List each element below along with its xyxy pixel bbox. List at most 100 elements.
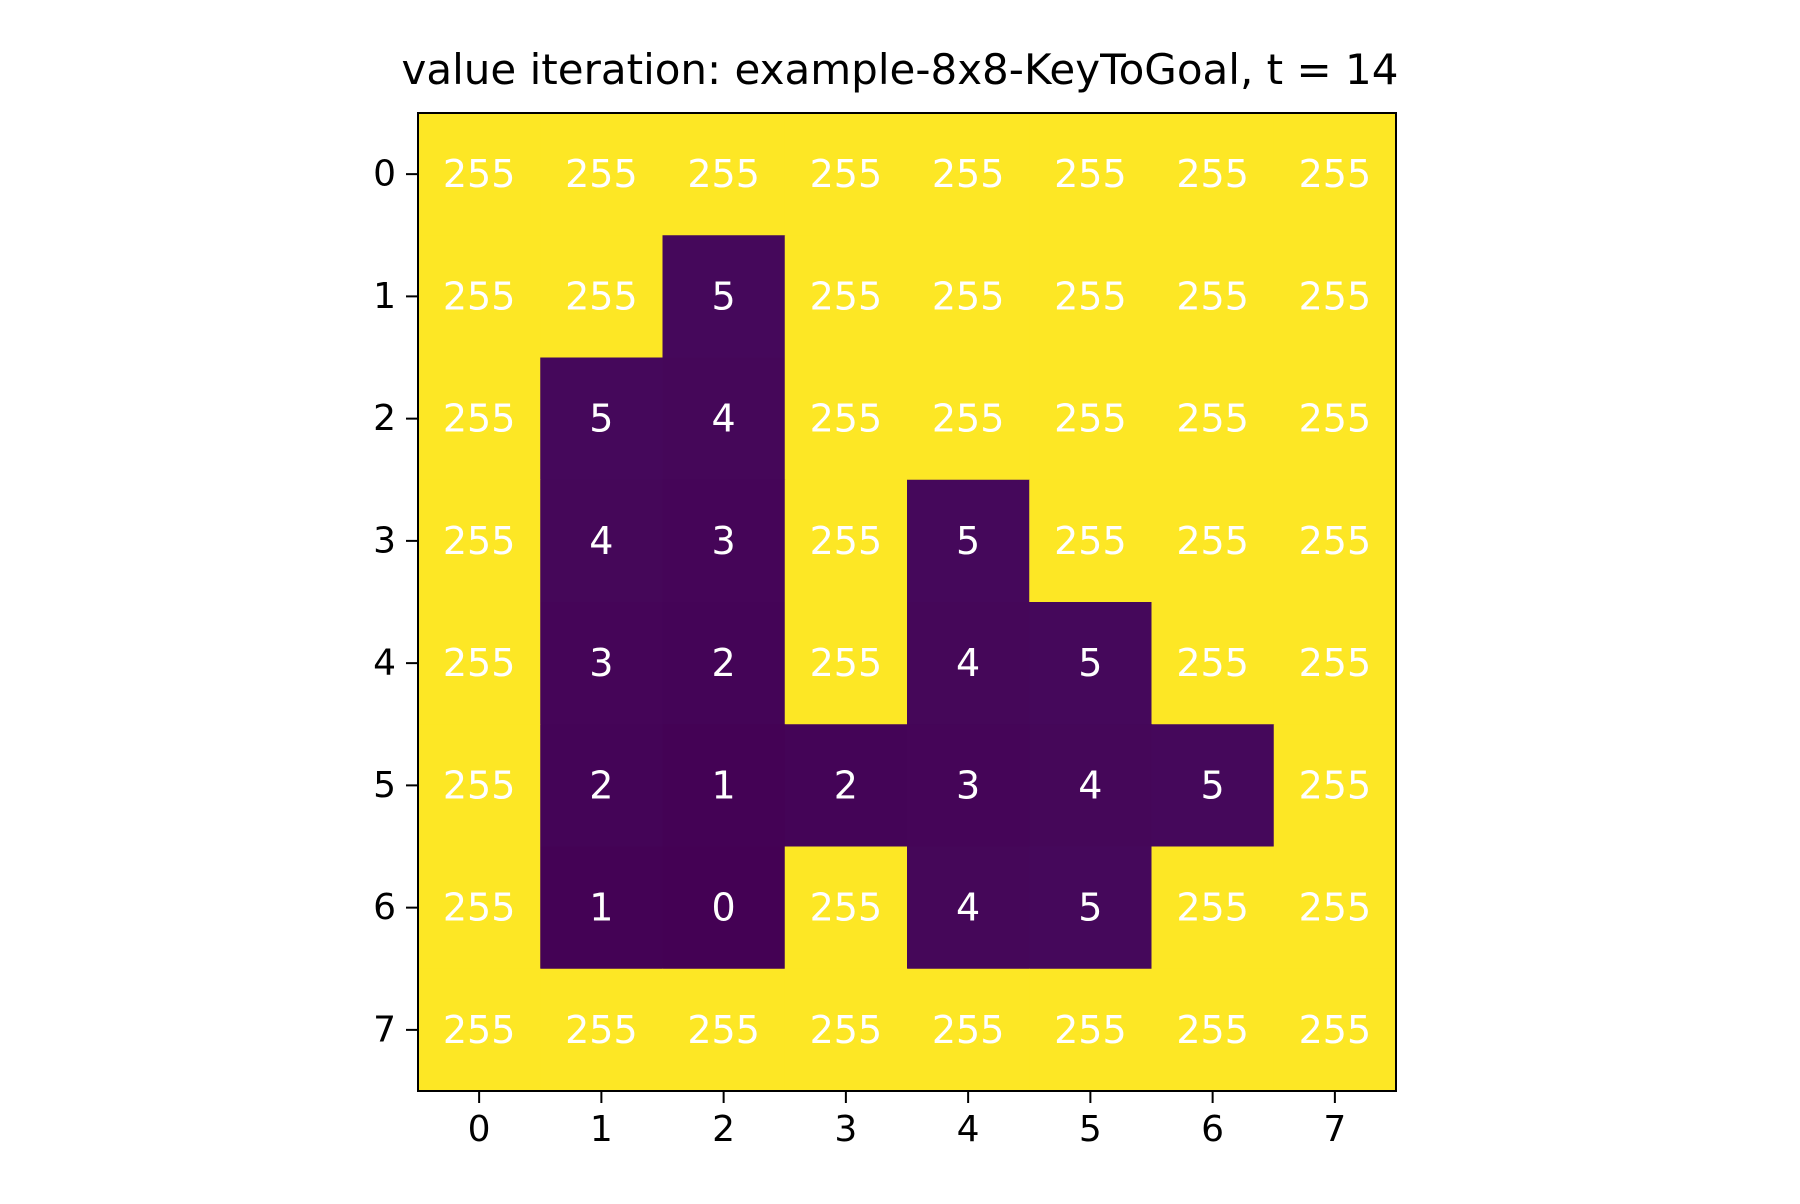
- x-tick-label: 2: [712, 1109, 735, 1150]
- cell-value-label: 255: [1299, 397, 1372, 441]
- heatmap-cell: [1151, 235, 1275, 359]
- heatmap-cell: [418, 113, 541, 236]
- heatmap-cell: [1273, 968, 1397, 1092]
- x-tick-label: 7: [1323, 1109, 1346, 1150]
- cell-value-label: 255: [1299, 886, 1372, 930]
- chart-title: value iteration: example-8x8-KeyToGoal, …: [402, 45, 1399, 94]
- heatmap-cell: [784, 846, 908, 970]
- heatmap-cell: [907, 724, 1030, 848]
- cell-value-label: 255: [810, 519, 883, 563]
- heatmap-cell: [540, 968, 664, 1092]
- heatmap-cell: [1029, 113, 1153, 236]
- heatmap-cell: [784, 479, 908, 603]
- cell-value-label: 255: [687, 152, 760, 196]
- heatmap-cell: [1273, 846, 1397, 970]
- heatmap-cell: [1273, 357, 1397, 481]
- heatmap-cell: [1151, 968, 1275, 1092]
- cell-value-label: 255: [443, 886, 516, 930]
- heatmap-cell: [784, 235, 908, 359]
- heatmap-cell: [1273, 235, 1397, 359]
- cell-value-label: 5: [1078, 641, 1102, 685]
- cell-value-label: 255: [443, 519, 516, 563]
- cell-value-label: 255: [1299, 641, 1372, 685]
- heatmap-cell: [907, 479, 1030, 603]
- heatmap-cell: [1029, 968, 1153, 1092]
- cell-value-label: 255: [810, 397, 883, 441]
- x-tick-label: 6: [1201, 1109, 1224, 1150]
- cell-value-label: 255: [810, 274, 883, 318]
- heatmap-cell: [540, 357, 664, 481]
- heatmap-cell: [662, 968, 786, 1092]
- heatmap-cells: [418, 113, 1397, 1092]
- heatmap-cell: [1029, 235, 1153, 359]
- heatmap-cell: [907, 235, 1030, 359]
- y-tick-label: 7: [373, 1009, 396, 1050]
- cell-value-label: 255: [565, 274, 638, 318]
- heatmap-cell: [1029, 479, 1153, 603]
- heatmap-cell: [540, 602, 664, 725]
- cell-value-label: 255: [810, 1008, 883, 1052]
- heatmap-cell: [784, 357, 908, 481]
- cell-value-label: 255: [1299, 274, 1372, 318]
- cell-value-label: 4: [589, 519, 613, 563]
- heatmap-cell: [1273, 602, 1397, 725]
- y-tick-label: 3: [373, 520, 396, 561]
- heatmap-cell: [784, 968, 908, 1092]
- cell-value-label: 255: [810, 152, 883, 196]
- y-tick-label: 1: [373, 276, 396, 317]
- cell-value-label: 4: [956, 641, 980, 685]
- y-tick-label: 2: [373, 398, 396, 439]
- cell-value-label: 255: [443, 763, 516, 807]
- cell-value-label: 255: [932, 1008, 1005, 1052]
- cell-value-label: 3: [956, 763, 980, 807]
- cell-value-label: 5: [589, 397, 613, 441]
- cell-value-label: 255: [443, 1008, 516, 1052]
- heatmap-cell: [1151, 724, 1275, 848]
- heatmap-cell: [418, 479, 541, 603]
- cell-value-label: 255: [932, 274, 1005, 318]
- y-tick-label: 4: [373, 643, 396, 684]
- heatmap-cell: [907, 357, 1030, 481]
- heatmap-cell: [662, 235, 786, 359]
- cell-value-label: 2: [712, 641, 736, 685]
- heatmap-cell: [1029, 724, 1153, 848]
- heatmap-cell: [1151, 602, 1275, 725]
- x-tick-label: 3: [834, 1109, 857, 1150]
- cell-value-label: 255: [565, 152, 638, 196]
- y-axis: 0 1 2 3 4 5 6 7: [373, 154, 418, 1050]
- cell-value-label: 255: [1299, 1008, 1372, 1052]
- heatmap-cell: [418, 602, 541, 725]
- cell-value-label: 255: [443, 152, 516, 196]
- cell-value-label: 4: [712, 397, 736, 441]
- heatmap-cell: [1273, 724, 1397, 848]
- heatmap-cell: [907, 846, 1030, 970]
- heatmap-cell: [1029, 602, 1153, 725]
- cell-value-label: 255: [810, 886, 883, 930]
- cell-value-label: 255: [1054, 519, 1127, 563]
- heatmap-cell: [907, 602, 1030, 725]
- cell-value-label: 255: [1299, 519, 1372, 563]
- heatmap-cell: [907, 113, 1030, 236]
- cell-value-label: 255: [1054, 1008, 1127, 1052]
- cell-value-label: 2: [834, 763, 858, 807]
- cell-value-label: 255: [932, 152, 1005, 196]
- heatmap-cell: [540, 724, 664, 848]
- cell-value-label: 5: [712, 274, 736, 318]
- heatmap-cell: [418, 968, 541, 1092]
- cell-value-label: 255: [1299, 152, 1372, 196]
- cell-value-label: 255: [443, 641, 516, 685]
- heatmap-cell: [1151, 113, 1275, 236]
- cell-value-label: 255: [1176, 1008, 1249, 1052]
- cell-value-label: 5: [1201, 763, 1225, 807]
- heatmap-cell: [784, 724, 908, 848]
- cell-value-label: 255: [1054, 397, 1127, 441]
- heatmap-cell: [662, 602, 786, 725]
- heatmap-cell: [540, 846, 664, 970]
- heatmap-cell: [907, 968, 1030, 1092]
- heatmap-cell: [662, 357, 786, 481]
- cell-value-label: 255: [810, 641, 883, 685]
- heatmap-cell: [784, 602, 908, 725]
- cell-value-label: 255: [687, 1008, 760, 1052]
